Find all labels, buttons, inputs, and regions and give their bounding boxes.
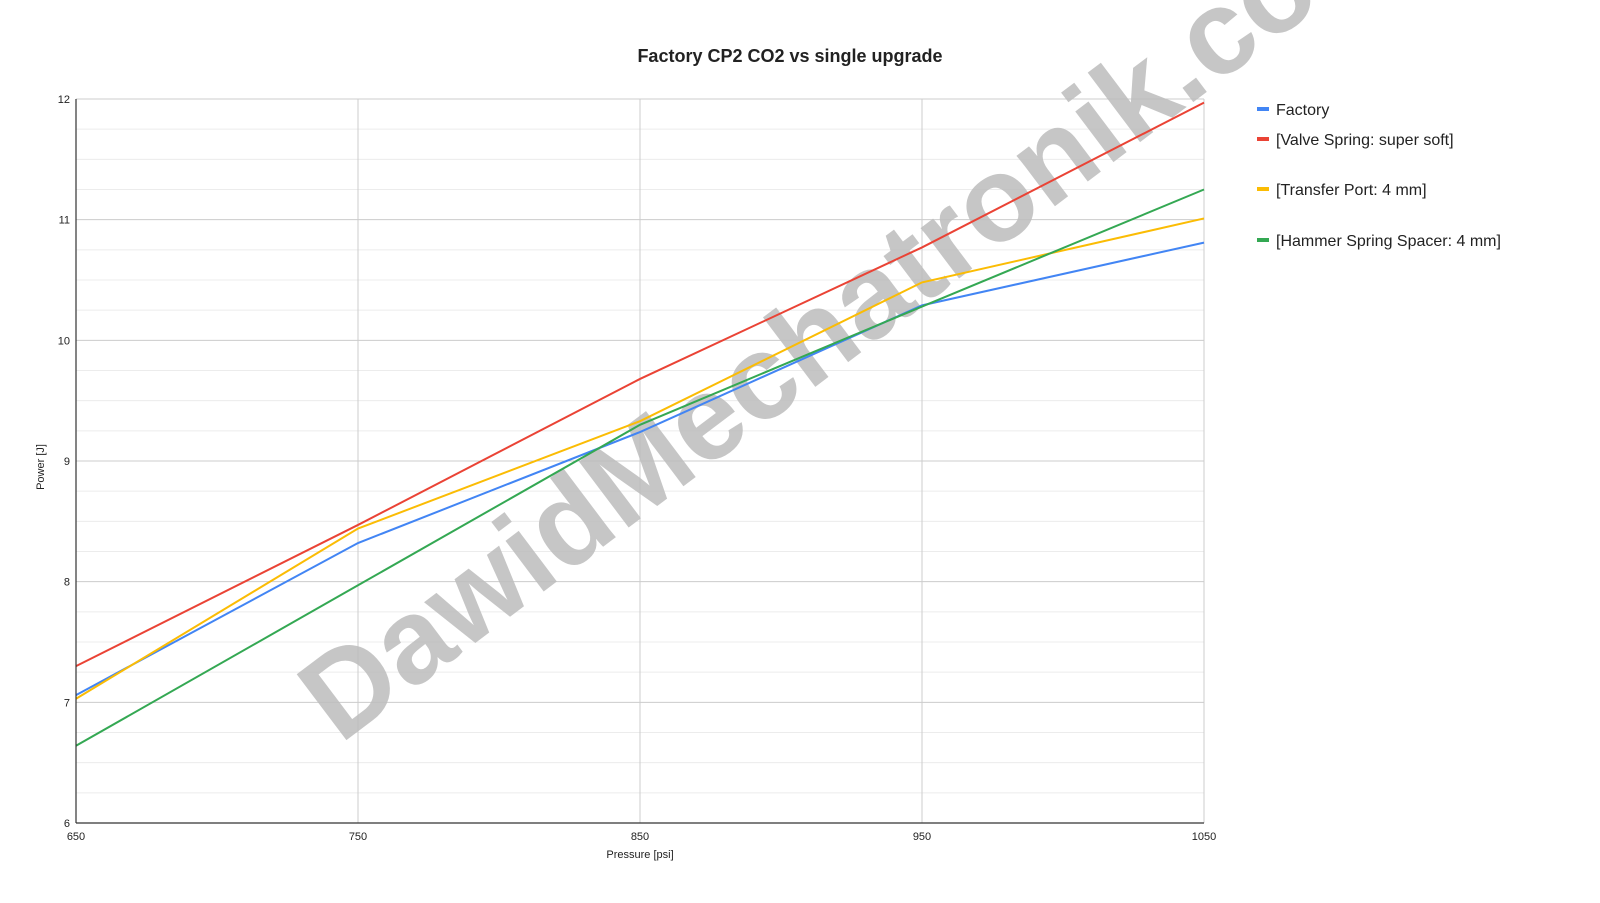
legend: Factory [Valve Spring: super soft] [Transf… xyxy=(1257,102,1501,250)
legend-entry: Factory xyxy=(1276,102,1329,119)
legend-swatch xyxy=(1257,187,1269,191)
series-line-1 xyxy=(75,101,1205,668)
series-line-2 xyxy=(75,217,1205,700)
y-axis-label: Power [J] xyxy=(35,444,47,490)
legend-swatch xyxy=(1257,107,1269,111)
chart-title: Factory CP2 CO2 vs single upgrade xyxy=(637,46,942,66)
y-tick-label: 7 xyxy=(64,697,70,709)
legend-entry: [Transfer Port: 4 mm] xyxy=(1276,182,1427,199)
y-tick-label: 8 xyxy=(64,577,70,589)
y-tick-label: 9 xyxy=(64,456,70,468)
grid xyxy=(75,98,1205,824)
x-tick-label: 750 xyxy=(349,831,367,843)
x-tick-label: 850 xyxy=(631,831,649,843)
y-tick-label: 12 xyxy=(58,94,70,106)
legend-entry: [Hammer Spring Spacer: 4 mm] xyxy=(1276,233,1501,250)
y-tick-label: 11 xyxy=(59,215,70,227)
series-lines xyxy=(75,101,1205,747)
axes: 650 750 850 950 1050 6 7 8 9 10 11 12 xyxy=(58,94,1216,843)
legend-swatch xyxy=(1257,137,1269,141)
legend-swatch xyxy=(1257,238,1269,242)
y-tick-label: 6 xyxy=(64,818,70,830)
x-axis-label: Pressure [psi] xyxy=(606,849,673,861)
x-tick-label: 650 xyxy=(67,831,85,843)
x-tick-label: 1050 xyxy=(1192,831,1216,843)
series-line-3 xyxy=(75,188,1205,747)
legend-entry: [Valve Spring: super soft] xyxy=(1276,132,1454,149)
x-tick-label: 950 xyxy=(913,831,931,843)
series-line-0 xyxy=(75,241,1205,696)
y-tick-label: 10 xyxy=(58,335,70,347)
watermark: DawidMechatronik.com xyxy=(275,0,1426,766)
